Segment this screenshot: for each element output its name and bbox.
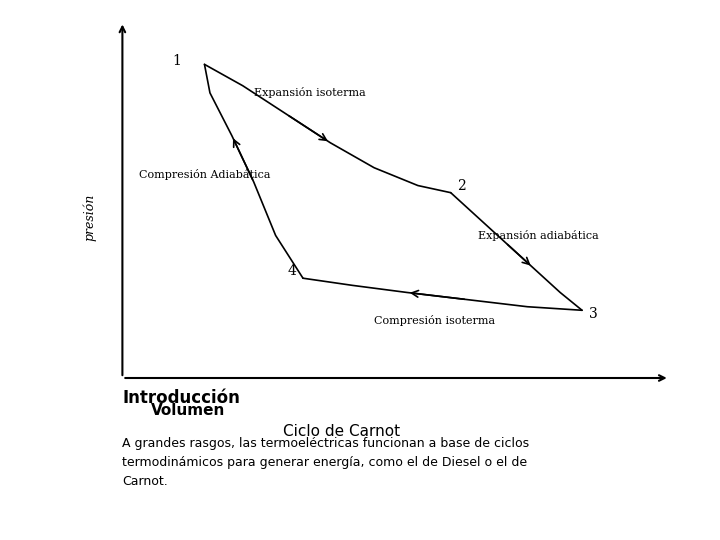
Text: Ciclo de Carnot: Ciclo de Carnot [283,424,400,439]
Text: Compresión isoterma: Compresión isoterma [374,315,495,327]
Text: Introducción: Introducción [122,389,240,407]
Text: Expansión isoterma: Expansión isoterma [253,87,366,98]
Text: 2: 2 [457,179,466,193]
Text: A grandes rasgos, las termoeléctricas funcionan a base de ciclos
termodinámicos : A grandes rasgos, las termoeléctricas fu… [122,437,529,488]
Text: 3: 3 [589,307,598,321]
Text: Volumen: Volumen [151,403,225,417]
Text: Compresión Adiabática: Compresión Adiabática [139,170,270,180]
Text: 1: 1 [173,54,181,68]
Text: 4: 4 [287,264,297,278]
Text: Expansión adiabática: Expansión adiabática [478,230,599,241]
Text: presión: presión [83,194,96,241]
